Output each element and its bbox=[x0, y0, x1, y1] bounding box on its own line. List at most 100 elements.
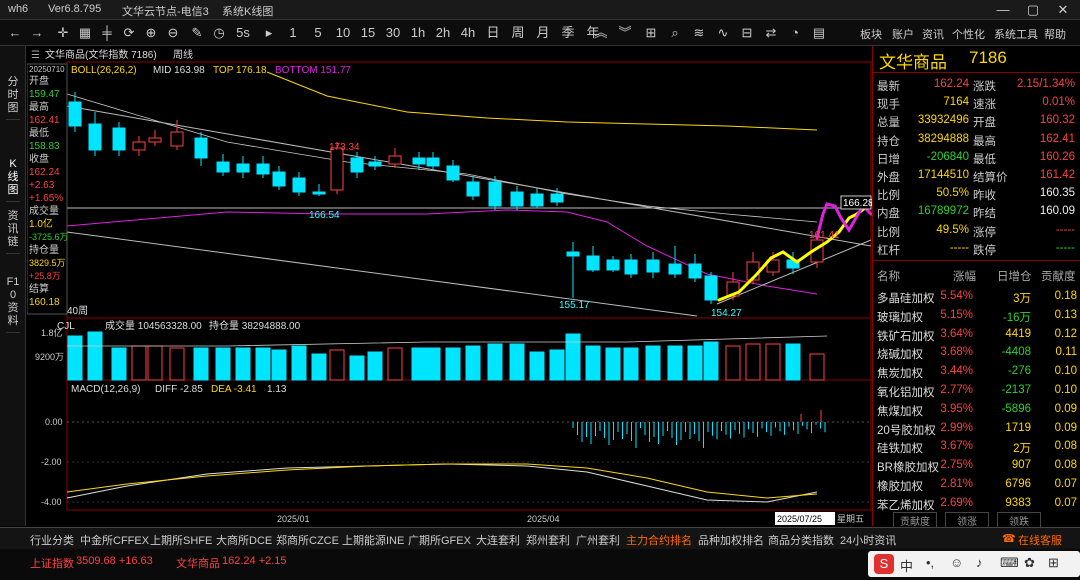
menu-1[interactable]: 账户 bbox=[892, 29, 914, 41]
sector-row[interactable]: 铁矿石加权 3.64% 4419 0.12 bbox=[873, 326, 1080, 344]
chart-settings-icon[interactable]: ⊞ bbox=[645, 25, 657, 40]
sector-row[interactable]: 烧碱加权 3.68% -4408 0.11 bbox=[873, 344, 1080, 362]
sector-pct: 3.64% bbox=[940, 327, 973, 340]
market-tab-6[interactable]: 广期所GFEX bbox=[408, 535, 471, 547]
up-arrow-icon[interactable]: ︽ bbox=[594, 25, 608, 40]
chart-menu-icon[interactable]: ☰ bbox=[31, 50, 40, 61]
macd-pane-frame bbox=[66, 379, 872, 511]
ime-menu-icon[interactable]: ⊞ bbox=[1048, 555, 1059, 570]
period-2[interactable]: 10 bbox=[335, 25, 351, 40]
label-high-2: 161.41 bbox=[809, 230, 840, 241]
sector-row[interactable]: 焦煤加权 3.95% -5896 0.09 bbox=[873, 401, 1080, 419]
sector-row[interactable]: 20号胶加权 2.99% 1719 0.09 bbox=[873, 420, 1080, 438]
menu-5[interactable]: 帮助 bbox=[1044, 29, 1066, 41]
sector-header-0[interactable]: 名称 bbox=[877, 271, 900, 283]
close-icon[interactable]: ✕ bbox=[1057, 2, 1069, 17]
headset-icon[interactable]: ☎ bbox=[1002, 533, 1016, 545]
search-icon[interactable]: ⌕ bbox=[671, 25, 679, 40]
menu-2[interactable]: 资讯 bbox=[922, 29, 944, 41]
market-tab-7[interactable]: 大连套利 bbox=[476, 535, 520, 547]
sector-row[interactable]: 多晶硅加权 5.54% 3万 0.18 bbox=[873, 288, 1080, 306]
market-tab-3[interactable]: 大商所DCE bbox=[216, 535, 273, 547]
period-1[interactable]: 5 bbox=[314, 25, 322, 40]
chart-period[interactable]: 周线 bbox=[173, 48, 193, 61]
sector-row[interactable]: 苯乙烯加权 2.69% 9383 0.07 bbox=[873, 495, 1080, 513]
period-5s[interactable]: 5s bbox=[236, 25, 250, 40]
ime-emoji-icon[interactable]: ☺ bbox=[950, 555, 964, 570]
menu-0[interactable]: 板块 bbox=[860, 29, 882, 41]
forward-icon[interactable]: → bbox=[30, 25, 44, 40]
market-tab-0[interactable]: 行业分类 bbox=[30, 535, 74, 547]
market-tab-12[interactable]: 商品分类指数 bbox=[768, 535, 834, 547]
sector-row[interactable]: 硅铁加权 3.67% 2万 0.08 bbox=[873, 438, 1080, 456]
tab-timeshare[interactable]: 分时图 bbox=[6, 72, 20, 120]
zoom-in-icon[interactable]: ⊕ bbox=[145, 25, 157, 40]
candle bbox=[368, 156, 382, 170]
period-3[interactable]: 15 bbox=[360, 25, 376, 40]
alarm-icon[interactable]: ◔ bbox=[791, 25, 799, 40]
market-tab-5[interactable]: 上期能源INE bbox=[342, 535, 405, 547]
down-arrow-icon[interactable]: ︾ bbox=[618, 25, 632, 40]
sector-header-2[interactable]: 日增仓 bbox=[997, 271, 1032, 283]
trade-icon[interactable]: ⇄ bbox=[765, 25, 777, 40]
online-service[interactable]: 在线客服 bbox=[1018, 535, 1062, 547]
sector-header-3[interactable]: 贡献度 bbox=[1041, 271, 1076, 283]
sector-row[interactable]: 氧化铝加权 2.77% -2137 0.10 bbox=[873, 382, 1080, 400]
ime-mode-icon[interactable]: 中 bbox=[900, 559, 914, 574]
market-tab-8[interactable]: 郑州套利 bbox=[526, 535, 570, 547]
zoom-out-icon[interactable]: ⊖ bbox=[167, 25, 179, 40]
maximize-icon[interactable]: ▢ bbox=[1026, 2, 1040, 17]
info-high: 162.41 bbox=[29, 115, 60, 126]
play-icon[interactable]: ▸ bbox=[265, 25, 273, 40]
tab-kline[interactable]: K线图 bbox=[6, 154, 20, 202]
minimize-icon[interactable]: — bbox=[996, 2, 1010, 17]
candle-icon[interactable]: ╪ bbox=[102, 25, 112, 40]
market-tab-2[interactable]: 上期所SHFE bbox=[150, 535, 213, 547]
clock-icon[interactable]: ◷ bbox=[213, 25, 225, 40]
tab-news-chain[interactable]: 资讯链 bbox=[6, 206, 20, 254]
sector-row[interactable]: 橡胶加权 2.81% 6796 0.07 bbox=[873, 476, 1080, 494]
period-4[interactable]: 30 bbox=[385, 25, 401, 40]
grid-icon[interactable]: ▦ bbox=[78, 25, 92, 40]
sector-row[interactable]: BR橡胶加权 2.75% 907 0.08 bbox=[873, 457, 1080, 475]
sector-row[interactable]: 玻璃加权 5.15% -16万 0.13 bbox=[873, 307, 1080, 325]
kline-chart[interactable]: ☰ 文华商品(文华指数 7186) 周线 BOLL(26,26,2) MID 1… bbox=[26, 46, 874, 526]
period-8[interactable]: 日 bbox=[486, 25, 500, 40]
period-6[interactable]: 2h bbox=[435, 25, 451, 40]
menu-4[interactable]: 系统工具 bbox=[994, 29, 1038, 41]
ime-keyboard-icon[interactable]: ⌨ bbox=[1000, 555, 1019, 570]
tab-f10[interactable]: F10资料 bbox=[6, 272, 20, 333]
market-tab-11[interactable]: 品种加权排名 bbox=[698, 535, 764, 547]
overlay-icon[interactable]: ≋ bbox=[693, 25, 705, 40]
chart-svg[interactable]: ☰ 文华商品(文华指数 7186) 周线 BOLL(26,26,2) MID 1… bbox=[26, 46, 874, 526]
oi-line bbox=[67, 335, 828, 347]
sector-header-1[interactable]: 涨幅 bbox=[953, 271, 976, 283]
indicator-icon[interactable]: ∿ bbox=[717, 25, 729, 40]
market-tab-1[interactable]: 中金所CFFEX bbox=[80, 535, 150, 547]
period-7[interactable]: 4h bbox=[460, 25, 476, 40]
back-icon[interactable]: ← bbox=[8, 25, 22, 40]
market-tab-9[interactable]: 广州套利 bbox=[576, 535, 620, 547]
ime-toolbar[interactable]: S 中 •, ☺ ♪ ⌨ ✿ ⊞ bbox=[868, 551, 1080, 577]
quote-label: 现手 bbox=[877, 99, 900, 112]
market-tab-4[interactable]: 郑商所CZCE bbox=[276, 535, 339, 547]
print-icon[interactable]: ▤ bbox=[812, 25, 826, 40]
period-10[interactable]: 月 bbox=[536, 25, 550, 40]
refresh-icon[interactable]: ⟳ bbox=[123, 25, 135, 40]
account-icon[interactable]: ⊟ bbox=[741, 25, 753, 40]
period-0[interactable]: 1 bbox=[289, 25, 297, 40]
period-5[interactable]: 1h bbox=[410, 25, 426, 40]
market-tab-10[interactable]: 主力合约排名 bbox=[626, 535, 692, 547]
period-9[interactable]: 周 bbox=[511, 25, 525, 40]
ime-skin-icon[interactable]: ✿ bbox=[1024, 555, 1035, 570]
period-11[interactable]: 季 bbox=[561, 25, 575, 40]
info-vol-chg: -3725.6万 bbox=[29, 232, 69, 242]
sector-row[interactable]: 焦炭加权 3.44% -276 0.10 bbox=[873, 363, 1080, 381]
ime-mic-icon[interactable]: ♪ bbox=[976, 555, 983, 570]
menu-3[interactable]: 个性化 bbox=[952, 29, 985, 41]
crosshair-icon[interactable]: ✛ bbox=[57, 25, 69, 40]
ime-punct-icon[interactable]: •, bbox=[926, 555, 935, 570]
period-12[interactable]: 年 bbox=[586, 25, 600, 40]
market-tab-13[interactable]: 24小时资讯 bbox=[840, 535, 897, 547]
draw-icon[interactable]: ✎ bbox=[191, 25, 203, 40]
